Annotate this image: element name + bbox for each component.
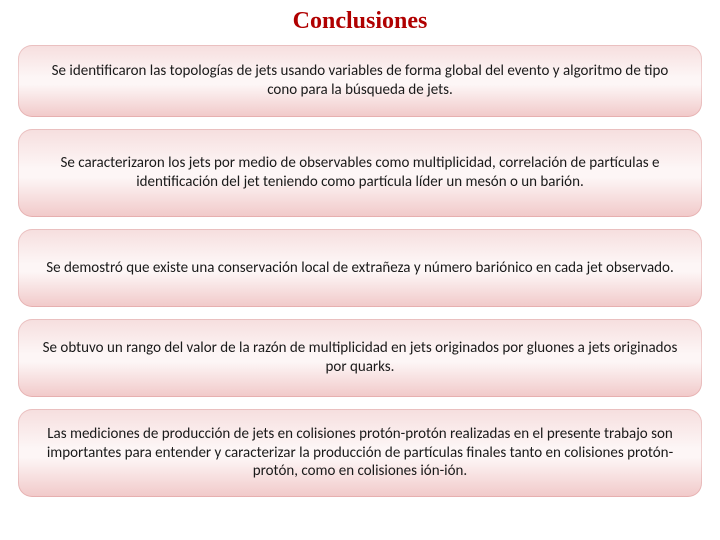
conclusion-box: Las mediciones de producción de jets en …	[18, 409, 702, 497]
conclusion-box: Se demostró que existe una conservación …	[18, 229, 702, 307]
slide: Conclusiones Se identificaron las topolo…	[0, 0, 720, 540]
conclusion-text: Se demostró que existe una conservación …	[46, 259, 674, 278]
conclusion-text: Se caracterizaron los jets por medio de …	[40, 154, 680, 192]
conclusion-box: Se caracterizaron los jets por medio de …	[18, 129, 702, 217]
conclusion-text: Las mediciones de producción de jets en …	[40, 425, 680, 481]
conclusion-text: Se identificaron las topologías de jets …	[40, 62, 680, 100]
conclusion-box: Se obtuvo un rango del valor de la razón…	[18, 319, 702, 397]
slide-title: Conclusiones	[18, 8, 702, 35]
conclusion-text: Se obtuvo un rango del valor de la razón…	[40, 339, 680, 377]
conclusion-boxes: Se identificaron las topologías de jets …	[18, 45, 702, 528]
conclusion-box: Se identificaron las topologías de jets …	[18, 45, 702, 117]
